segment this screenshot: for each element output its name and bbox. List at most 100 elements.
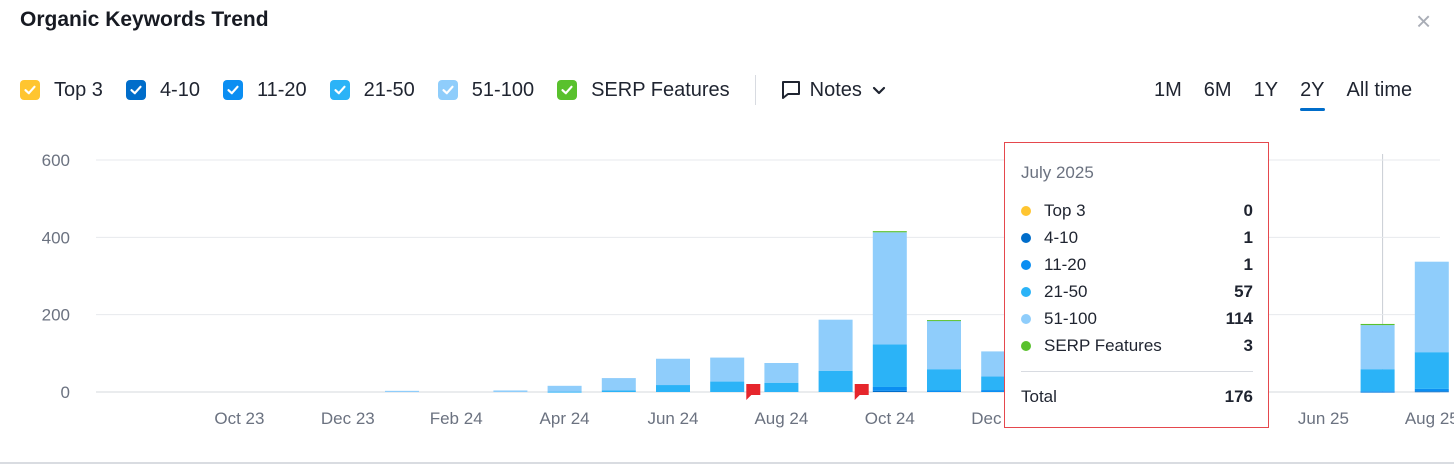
- bar-segment: [872, 390, 907, 392]
- bar-segment: [1360, 323, 1395, 326]
- bar-segment: [981, 390, 1016, 392]
- bar-segment: [872, 344, 907, 387]
- period-1m[interactable]: 1M: [1154, 78, 1182, 101]
- notes-label: Notes: [809, 78, 862, 101]
- tooltip-series-value: 1: [1243, 228, 1253, 247]
- bar-segment: [872, 232, 907, 345]
- bar-segment: [547, 385, 582, 392]
- bar-segment: [872, 386, 907, 391]
- close-icon[interactable]: ×: [1416, 6, 1432, 36]
- checkbox-icon[interactable]: [557, 80, 578, 100]
- x-tick-label: Dec 23: [321, 409, 375, 428]
- tooltip-row: 51-100 114: [1021, 309, 1253, 329]
- note-flag-icon: [746, 384, 761, 400]
- tooltip-row: 4-10 1: [1021, 228, 1253, 248]
- bar-segment: [601, 390, 636, 392]
- tooltip-series-name: 51-100: [1044, 309, 1097, 328]
- checkbox-icon[interactable]: [222, 80, 243, 100]
- tooltip-row: 21-50 57: [1021, 282, 1253, 302]
- bar-segment: [927, 369, 961, 391]
- tooltip-series-value: 0: [1243, 201, 1253, 220]
- tooltip-series-value: 57: [1234, 282, 1253, 301]
- bar-segment: [927, 390, 961, 392]
- series-dot: [1021, 341, 1031, 351]
- x-tick-label: Feb 24: [430, 409, 483, 428]
- x-tick-label: Oct 24: [865, 409, 915, 428]
- period-1y[interactable]: 1Y: [1253, 78, 1279, 101]
- filter-11-20[interactable]: 11-20: [222, 78, 307, 102]
- tooltip-row: 11-20 1: [1021, 255, 1253, 275]
- bar-segment: [385, 390, 419, 392]
- bar-segment: [493, 390, 528, 392]
- bar-segment: [927, 320, 961, 322]
- page-title: Organic Keywords Trend: [20, 8, 269, 31]
- period-2y[interactable]: 2Y: [1300, 78, 1326, 111]
- checkbox-icon[interactable]: [20, 80, 40, 100]
- filter-top3[interactable]: Top 3: [20, 79, 103, 102]
- x-tick-label: Oct 23: [214, 409, 264, 428]
- comment-icon: [781, 81, 800, 99]
- x-tick-label: Jun 25: [1298, 409, 1349, 428]
- tooltip-row: Top 3 0: [1021, 201, 1253, 221]
- bar-segment: [1414, 261, 1449, 353]
- bar-segment: [764, 382, 799, 392]
- filter-4-10[interactable]: 4-10: [125, 79, 200, 102]
- x-tick-label: Apr 24: [540, 409, 590, 428]
- tooltip-series-value: 1: [1243, 255, 1253, 274]
- chevron-down-icon: [872, 86, 886, 95]
- period-6m[interactable]: 6M: [1203, 78, 1232, 101]
- tooltip-series-value: 114: [1225, 309, 1253, 328]
- bar-segment: [1414, 391, 1449, 393]
- bar-segment: [1414, 352, 1449, 389]
- period-all-time[interactable]: All time: [1346, 78, 1413, 101]
- filter-label: 11-20: [256, 78, 307, 101]
- tooltip-series-name: SERP Features: [1044, 336, 1162, 355]
- tooltip-total-value: 176: [1224, 387, 1253, 406]
- tooltip-series-value: 3: [1243, 336, 1253, 355]
- checkbox-icon[interactable]: [329, 80, 350, 100]
- tooltip-title: July 2025: [1021, 163, 1094, 182]
- bar-segment: [1360, 369, 1395, 392]
- y-tick-label: 400: [42, 228, 70, 247]
- x-tick-label: Aug 25: [1405, 409, 1454, 428]
- y-tick-label: 0: [61, 383, 70, 402]
- x-tick-label: Jun 24: [647, 409, 698, 428]
- bar-segment: [818, 370, 853, 392]
- chart-tooltip: July 2025 Top 3 0 4-10 1 11-20 1 21-50 5…: [1004, 142, 1269, 428]
- checkbox-icon[interactable]: [437, 80, 458, 100]
- filter-bar: Top 3 4-10 11-20 21-50 51-100 SERP Featu…: [20, 74, 897, 106]
- tooltip-series-name: 11-20: [1044, 255, 1087, 274]
- bar-segment: [601, 378, 636, 391]
- tooltip-total-label: Total: [1021, 387, 1057, 406]
- filter-label: 51-100: [471, 78, 535, 101]
- series-dot: [1021, 287, 1031, 297]
- filter-51-100[interactable]: 51-100: [437, 78, 535, 102]
- tooltip-series-name: 21-50: [1044, 282, 1088, 301]
- y-tick-label: 600: [42, 151, 70, 170]
- tooltip-row: SERP Features 3: [1021, 336, 1253, 356]
- tooltip-total-row: Total 176: [1021, 387, 1253, 407]
- bar-segment: [656, 358, 690, 386]
- filter-label: Top 3: [54, 78, 103, 101]
- tooltip-series-name: 4-10: [1044, 228, 1079, 247]
- series-dot: [1021, 260, 1031, 270]
- period-selector: 1M 6M 1Y 2Y All time: [1154, 74, 1434, 111]
- divider: [754, 75, 756, 105]
- panel-bottom-border: [0, 462, 1454, 464]
- filter-serp-features[interactable]: SERP Features: [557, 79, 730, 102]
- bar-segment: [764, 363, 799, 383]
- series-dot: [1021, 233, 1031, 243]
- filter-label: SERP Features: [591, 78, 730, 101]
- bar-segment: [710, 357, 745, 382]
- filter-label: 21-50: [363, 78, 415, 101]
- bar-segment: [710, 381, 745, 392]
- filter-21-50[interactable]: 21-50: [329, 78, 415, 102]
- notes-dropdown[interactable]: Notes: [780, 79, 897, 102]
- tooltip-divider: [1021, 371, 1253, 372]
- y-tick-label: 200: [42, 306, 70, 325]
- series-dot: [1021, 206, 1031, 216]
- checkbox-icon[interactable]: [125, 80, 146, 100]
- note-flag-icon: [854, 384, 869, 400]
- bar-segment: [818, 319, 853, 371]
- bar-segment: [927, 320, 961, 370]
